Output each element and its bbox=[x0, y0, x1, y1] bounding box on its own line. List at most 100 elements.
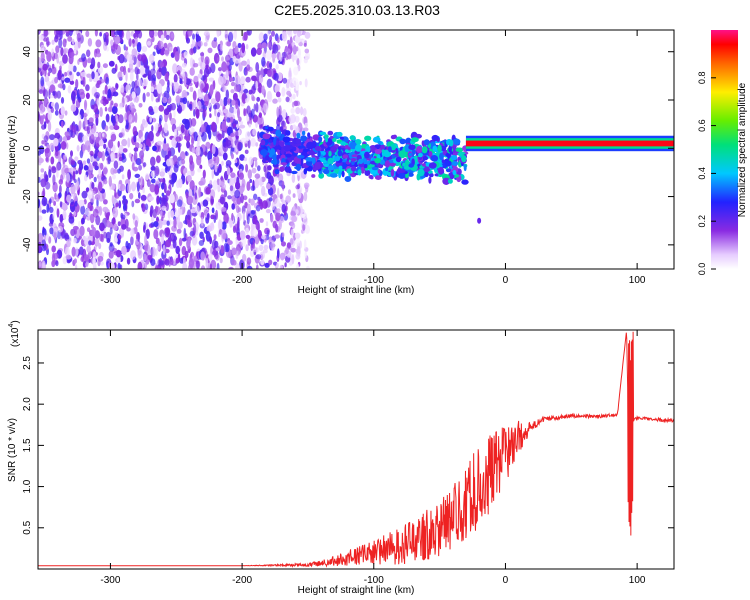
spectrogram-noise-cell bbox=[266, 229, 270, 237]
spectrogram-transition-cell bbox=[421, 146, 428, 154]
spectrogram-noise-cell bbox=[109, 242, 113, 247]
spectrogram-noise-cell bbox=[275, 211, 281, 222]
spectrogram-transition-cell bbox=[395, 156, 402, 163]
spectrogram-noise-cell bbox=[220, 181, 225, 187]
spectrogram-noise-cell bbox=[292, 124, 297, 130]
spectrogram-noise-cell bbox=[42, 63, 48, 71]
spectrogram-noise-cell bbox=[274, 234, 281, 239]
spectrogram-noise-cell bbox=[221, 221, 227, 231]
spectrogram-noise-cell bbox=[38, 30, 41, 35]
spectrogram-noise-cell bbox=[193, 255, 198, 262]
spectrogram-noise-cell bbox=[164, 72, 169, 82]
spectrogram-noise-cell bbox=[243, 195, 248, 201]
spectrogram-noise-cell bbox=[247, 138, 251, 149]
spectrogram-noise-cell bbox=[136, 78, 143, 87]
spectrogram-noise-cell bbox=[186, 209, 192, 220]
spectrogram-noise-cell bbox=[82, 143, 85, 154]
spectrogram-noise-cell bbox=[270, 240, 275, 251]
spectrogram-noise-cell bbox=[138, 103, 143, 108]
spectrogram-noise-cell bbox=[70, 159, 76, 166]
spectrogram-x-tick-label: -200 bbox=[232, 275, 252, 286]
spectrogram-transition-cell bbox=[329, 173, 338, 178]
spectrogram-transition-cell bbox=[391, 154, 396, 159]
spectrogram-noise-cell bbox=[193, 75, 199, 83]
spectrogram-noise-cell bbox=[103, 143, 107, 149]
spectrogram-noise-cell bbox=[146, 115, 150, 123]
spectrogram-noise-cell bbox=[299, 81, 302, 86]
spectrogram-noise-cell bbox=[57, 226, 64, 233]
spectrogram-noise-cell bbox=[239, 154, 245, 161]
spectrogram-noise-cell bbox=[68, 62, 74, 73]
spectrogram-noise-cell bbox=[279, 193, 283, 200]
spectrogram-noise-cell bbox=[166, 158, 172, 167]
spectrogram-noise-cell bbox=[273, 72, 279, 81]
spectrogram-noise-cell bbox=[158, 105, 165, 112]
spectrogram-noise-cell bbox=[245, 163, 249, 173]
spectrogram-noise-cell bbox=[89, 205, 94, 212]
spectrogram-noise-cell bbox=[88, 258, 91, 264]
spectrogram-noise-cell bbox=[64, 110, 68, 116]
spectrogram-transition-cell bbox=[404, 144, 410, 153]
spectrogram-noise-cell bbox=[102, 63, 108, 69]
spectrogram-noise-cell bbox=[99, 261, 104, 266]
spectrogram-noise-cell bbox=[88, 117, 94, 124]
spectrogram-noise-cell bbox=[244, 149, 249, 154]
spectrogram-noise-cell bbox=[88, 164, 94, 171]
spectrogram-noise-cell bbox=[231, 212, 234, 221]
spectrogram-transition-cell bbox=[319, 131, 327, 136]
spectrogram-noise-cell bbox=[193, 46, 197, 54]
snr-panel: -300 -200 -100 0 100 0.5 1.0 1.5 2.0 2.5 Height … bbox=[7, 320, 675, 596]
spectrogram-noise-cell bbox=[153, 221, 159, 228]
spectrogram-noise-cell bbox=[128, 152, 132, 158]
spectrogram-transition-cell bbox=[370, 175, 374, 180]
spectrogram-noise-cell bbox=[194, 192, 197, 200]
spectrogram-noise-cell bbox=[237, 141, 241, 152]
spectrogram-noise-cell bbox=[139, 176, 144, 187]
spectrogram-noise-cell bbox=[120, 84, 125, 93]
spectrogram-noise-cell bbox=[246, 203, 251, 214]
spectrogram-noise-cell bbox=[206, 213, 210, 220]
spectrogram-noise-cell bbox=[150, 86, 155, 93]
spectrogram-noise-cell bbox=[138, 129, 143, 139]
spectrogram-noise-cell bbox=[55, 30, 61, 35]
spectrogram-noise-cell bbox=[125, 46, 128, 51]
spectrogram-noise-cell bbox=[78, 88, 85, 95]
spectrogram-noise-cell bbox=[285, 247, 289, 255]
spectrogram-noise-cell bbox=[141, 45, 148, 53]
spectrogram-transition-cell bbox=[384, 160, 390, 168]
spectrogram-noise-cell bbox=[96, 142, 100, 148]
spectrogram-transition-cell bbox=[267, 139, 273, 143]
spectrogram-noise-cell bbox=[69, 80, 75, 85]
spectrogram-noise-cell bbox=[129, 102, 135, 111]
spectrogram-noise-cell bbox=[154, 123, 159, 132]
spectrogram-noise-cell bbox=[156, 42, 161, 51]
spectrogram-noise-cell bbox=[217, 220, 223, 231]
spectrogram-transition-cell bbox=[298, 145, 304, 149]
spectrogram-y-tick-label: 20 bbox=[22, 94, 33, 106]
spectrogram-noise-cell bbox=[48, 236, 52, 244]
spectrogram-noise-cell bbox=[62, 136, 68, 142]
spectrogram-noise-cell bbox=[162, 244, 166, 255]
spectrogram-noise-cell bbox=[250, 210, 256, 215]
spectrogram-noise-cell bbox=[250, 47, 257, 57]
spectrogram-noise-cell bbox=[241, 42, 246, 54]
spectrogram-noise-cell bbox=[177, 70, 181, 76]
spectrogram-noise-cell bbox=[290, 107, 296, 114]
spectrogram-noise-cell bbox=[189, 155, 194, 165]
spectrogram-noise-cell bbox=[212, 180, 218, 191]
spectrogram-transition-cell bbox=[342, 154, 349, 159]
spectrogram-noise-cell bbox=[244, 143, 248, 148]
spectrogram-noise-cell bbox=[304, 224, 310, 234]
spectrogram-noise-cell bbox=[304, 78, 308, 88]
spectrogram-transition-cell bbox=[274, 145, 281, 150]
spectrogram-transition-cell bbox=[300, 135, 307, 142]
spectrogram-noise-cell bbox=[250, 108, 255, 120]
spectrogram-noise-cell bbox=[193, 131, 198, 142]
spectrogram-transition-cell bbox=[345, 160, 349, 164]
spectrogram-noise-cell bbox=[266, 30, 271, 36]
spectrogram-noise-cell bbox=[40, 178, 47, 188]
spectrogram-noise-cell bbox=[145, 145, 149, 152]
spectrogram-noise-cell bbox=[186, 141, 191, 149]
spectrogram-noise-cell bbox=[179, 151, 186, 161]
chart-title: C2E5.2025.310.03.13.R03 bbox=[274, 2, 440, 18]
